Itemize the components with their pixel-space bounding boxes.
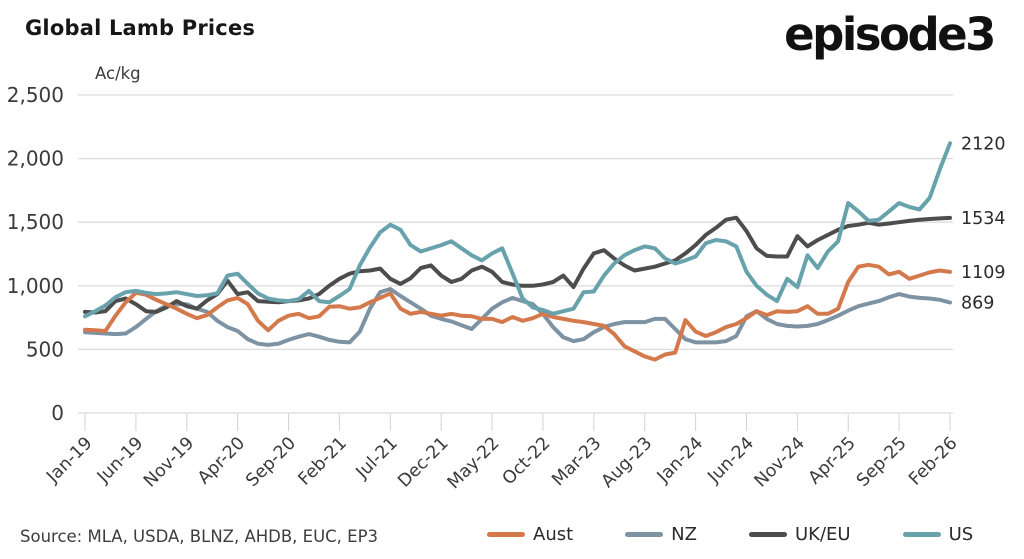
x-axis-label: Apr-25 (805, 433, 860, 488)
legend-label: US (948, 524, 974, 545)
series-line-us (83, 141, 952, 319)
legend-label: UK/EU (794, 524, 851, 545)
x-axis-label: Jul-21 (352, 433, 402, 483)
series-end-label-us: 2120 (961, 134, 1006, 154)
legend-item-aust: Aust (487, 524, 573, 545)
x-axis-label: Feb-21 (295, 433, 351, 489)
series-line-nz (83, 287, 952, 347)
y-axis-label: 1,000 (7, 274, 64, 298)
series-end-label-aust: 1109 (961, 263, 1006, 283)
legend-label: NZ (671, 524, 697, 545)
x-axis-label: Oct-22 (499, 433, 555, 489)
source-note: Source: MLA, USDA, BLNZ, AHDB, EUC, EP3 (20, 527, 379, 546)
x-axis-label: Aug-23 (598, 433, 657, 492)
legend-item-nz: NZ (625, 524, 697, 545)
legend-item-us: US (902, 524, 974, 545)
episode3-logo: episode3 (784, 8, 996, 61)
legend-label: Aust (533, 524, 574, 545)
y-axis-label: 500 (26, 337, 64, 361)
y-axis-label: 2,500 (7, 83, 64, 107)
x-axis-label: Dec-21 (394, 433, 452, 491)
x-axis-label: Feb-26 (905, 433, 961, 489)
x-axis-label: Mar-23 (548, 433, 605, 490)
legend-item-uk-eu: UK/EU (748, 524, 851, 545)
y-axis-label: 0 (51, 401, 64, 425)
legend-swatch-icon (748, 532, 787, 537)
legend-swatch-icon (625, 532, 664, 537)
x-axis-label: Sep-20 (242, 433, 300, 491)
y-axis-label: 1,500 (7, 210, 64, 234)
chart-legend: Aust NZ UK/EU US (487, 524, 973, 545)
y-axis-label: 2,000 (7, 147, 64, 171)
legend-swatch-icon (487, 532, 525, 537)
x-axis-label: Jun-19 (93, 433, 147, 487)
series-end-label-uk-eu: 1534 (961, 209, 1006, 229)
x-axis-label: Apr-20 (194, 433, 249, 488)
series-line-aust (83, 262, 952, 362)
legend-swatch-icon (902, 532, 941, 537)
x-axis-label: Nov-19 (140, 433, 198, 491)
x-axis-label: Jan-19 (42, 433, 96, 487)
x-axis-label: Jan-24 (653, 433, 707, 487)
x-axis-label: Jun-24 (704, 433, 758, 487)
series-end-label-nz: 869 (961, 293, 994, 313)
x-axis-label: Nov-24 (751, 433, 809, 491)
x-axis-label: May-22 (444, 433, 504, 493)
y-axis-unit-label: Ac/kg (95, 64, 141, 83)
x-axis-label: Sep-25 (853, 433, 911, 491)
page-title: Global Lamb Prices (25, 16, 256, 40)
